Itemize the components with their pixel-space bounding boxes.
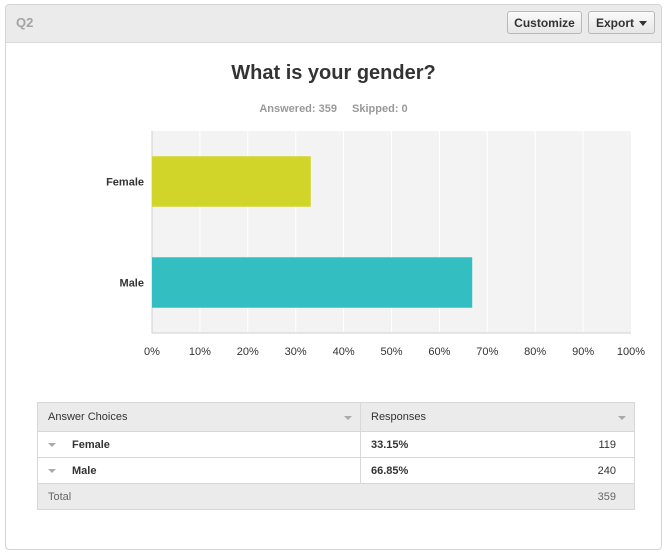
expand-arrow-icon[interactable] — [48, 442, 56, 447]
expand-arrow-icon[interactable] — [48, 468, 56, 473]
answer-choice-cell: Female — [37, 431, 361, 458]
response-count: 240 — [597, 465, 616, 477]
response-percent: 33.15% — [371, 438, 409, 451]
total-label: Total — [37, 483, 361, 510]
bar-female — [152, 156, 311, 207]
question-panel: Q2 Customize Export What is your gender?… — [5, 4, 662, 550]
response-cell: 66.85% 240 — [360, 457, 635, 484]
total-cell: 359 — [360, 483, 635, 510]
answered-count: Answered: 359 — [259, 103, 337, 115]
category-label: Female — [106, 177, 144, 189]
chart-title: What is your gender? — [231, 62, 436, 84]
bar-male — [152, 257, 473, 308]
bar-chart: 0% 10% 20% 30% 40% 50% 60% 70% 80% 90% 100% Female M… — [106, 131, 645, 358]
table-row: Male 66.85% 240 — [37, 457, 635, 484]
total-count: 359 — [597, 491, 616, 503]
response-stats: Answered: 359 Skipped: 0 — [6, 103, 661, 115]
x-tick-label: 60% — [428, 346, 450, 358]
response-cell: 33.15% 119 — [360, 431, 635, 458]
x-tick-label: 0% — [144, 346, 160, 358]
x-tick-label: 40% — [333, 346, 355, 358]
x-tick-label: 30% — [285, 346, 307, 358]
category-label: Male — [120, 278, 144, 290]
response-count: 119 — [598, 439, 616, 451]
caret-down-icon — [639, 20, 647, 26]
x-tick-label: 10% — [189, 346, 211, 358]
sort-arrow-icon[interactable] — [618, 416, 626, 420]
sort-arrow-icon[interactable] — [344, 416, 352, 420]
x-tick-label: 50% — [380, 346, 402, 358]
x-tick-label: 90% — [572, 346, 594, 358]
panel-header: Q2 Customize Export — [6, 5, 661, 43]
column-header-answer-choices[interactable]: Answer Choices — [37, 402, 361, 432]
total-row: Total 359 — [37, 483, 635, 510]
x-tick-label: 100% — [617, 346, 645, 358]
question-number: Q2 — [16, 15, 34, 30]
response-percent: 66.85% — [371, 464, 409, 477]
export-button[interactable]: Export — [588, 11, 655, 34]
responses-table: Answer Choices Responses Female 33.15% 1… — [37, 402, 635, 510]
table-row: Female 33.15% 119 — [37, 431, 635, 458]
skipped-count: Skipped: 0 — [352, 103, 408, 115]
customize-button[interactable]: Customize — [507, 11, 582, 34]
column-header-responses[interactable]: Responses — [360, 402, 635, 432]
export-label: Export — [595, 15, 634, 30]
answer-choice-cell: Male — [37, 457, 361, 484]
x-tick-label: 70% — [476, 346, 498, 358]
x-tick-label: 20% — [237, 346, 259, 358]
x-tick-label: 80% — [524, 346, 546, 358]
